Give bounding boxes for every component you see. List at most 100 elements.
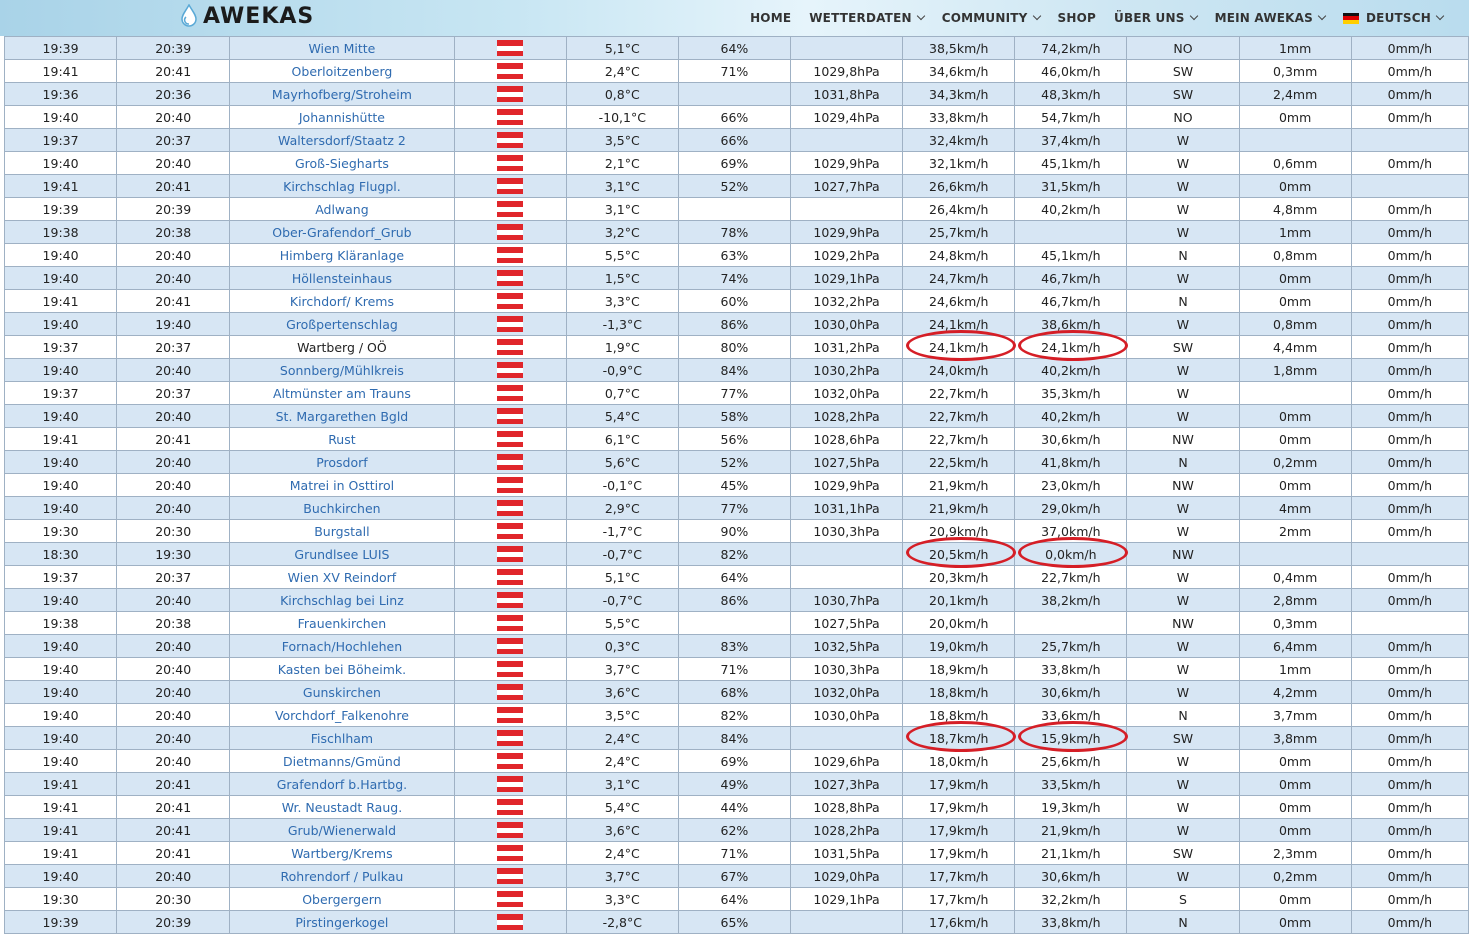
rain-rate: 0mm/h xyxy=(1350,887,1469,911)
station-link[interactable]: Kasten bei Böheimk. xyxy=(229,657,455,681)
pressure: 1029,6hPa xyxy=(789,749,904,773)
station-link[interactable]: Sonnberg/Mühlkreis xyxy=(229,358,455,382)
austria-flag-icon xyxy=(453,611,567,635)
nav-community[interactable]: COMMUNITY xyxy=(942,11,1041,25)
station-link[interactable]: Buchkirchen xyxy=(229,496,455,520)
nav-deutsch[interactable]: DEUTSCH xyxy=(1343,11,1445,25)
nav-shop[interactable]: SHOP xyxy=(1058,11,1096,25)
pressure xyxy=(789,726,904,750)
precipitation: 0mm xyxy=(1238,887,1352,911)
station-link[interactable]: Gunskirchen xyxy=(229,680,455,704)
temperature: 3,1°C xyxy=(565,197,679,221)
rain-rate xyxy=(1350,542,1469,566)
nav-label: DEUTSCH xyxy=(1366,11,1431,25)
precipitation: 0mm xyxy=(1238,105,1352,129)
temperature: 3,3°C xyxy=(565,289,679,313)
wind-speed: 20,9km/h xyxy=(902,519,1016,543)
time-cet: 20:40 xyxy=(116,358,231,382)
station-link[interactable]: Kirchdorf/ Krems xyxy=(229,289,455,313)
station-link[interactable]: Grundlsee LUIS xyxy=(229,542,455,566)
temperature: 0,7°C xyxy=(565,381,679,405)
austria-flag-icon xyxy=(497,408,524,425)
pressure: 1030,3hPa xyxy=(789,519,904,543)
station-link[interactable]: Kirchschlag bei Linz xyxy=(229,588,455,612)
nav-wetterdaten[interactable]: WETTERDATEN xyxy=(809,11,925,25)
table-row: 19:39 20:39 Pirstingerkogel -2,8°C 65% 17,6km… xyxy=(3,910,1469,934)
station-link[interactable]: St. Margarethen Bgld xyxy=(229,404,455,428)
time-cet: 20:38 xyxy=(116,611,231,635)
austria-flag-icon xyxy=(497,132,524,149)
humidity: 78% xyxy=(677,220,792,244)
wind-speed: 24,1km/h xyxy=(902,335,1016,359)
austria-flag-icon xyxy=(453,36,567,60)
pressure: 1032,5hPa xyxy=(789,634,904,658)
station-link[interactable]: Obergergern xyxy=(229,887,455,911)
wind-gust: 48,3km/h xyxy=(1014,82,1128,106)
wind-gust: 32,2km/h xyxy=(1014,887,1128,911)
rain-rate xyxy=(1350,174,1469,198)
station-link[interactable]: Johannishütte xyxy=(229,105,455,129)
austria-flag-icon xyxy=(497,454,524,471)
austria-flag-icon xyxy=(497,316,524,333)
station-link[interactable]: Altmünster am Trauns xyxy=(229,381,455,405)
rain-rate: 0mm/h xyxy=(1350,496,1469,520)
temperature: 1,5°C xyxy=(565,266,679,290)
station-link[interactable]: Adlwang xyxy=(229,197,455,221)
austria-flag-icon xyxy=(453,841,567,865)
station-link[interactable]: Wien XV Reindorf xyxy=(229,565,455,589)
wind-gust: 35,3km/h xyxy=(1014,381,1128,405)
precipitation: 0mm xyxy=(1238,795,1352,819)
awekas-logo[interactable]: AWEKAS xyxy=(178,3,314,29)
austria-flag-icon xyxy=(497,914,524,931)
wind-speed: 24,8km/h xyxy=(902,243,1016,267)
station-link[interactable]: Kirchschlag Flugpl. xyxy=(229,174,455,198)
table-row: 19:38 20:38 Frauenkirchen 5,5°C 1027,5hPa 20,… xyxy=(3,611,1469,635)
station-link[interactable]: Fornach/Hochlehen xyxy=(229,634,455,658)
station-link[interactable]: Wartberg/Krems xyxy=(229,841,455,865)
station-link[interactable]: Rohrendorf / Pulkau xyxy=(229,864,455,888)
station-link[interactable]: Groß-Siegharts xyxy=(229,151,455,175)
pressure: 1030,0hPa xyxy=(789,312,904,336)
precipitation: 1mm xyxy=(1238,657,1352,681)
station-link[interactable]: Wr. Neustadt Raug. xyxy=(229,795,455,819)
wind-gust: 33,6km/h xyxy=(1014,703,1128,727)
wind-gust: 74,2km/h xyxy=(1014,36,1128,60)
station-link[interactable]: Oberloitzenberg xyxy=(229,59,455,83)
temperature: -0,1°C xyxy=(565,473,679,497)
station-link[interactable]: Großpertenschlag xyxy=(229,312,455,336)
station-link[interactable]: Dietmanns/Gmünd xyxy=(229,749,455,773)
station-link[interactable]: Matrei in Osttirol xyxy=(229,473,455,497)
station-link[interactable]: Waltersdorf/Staatz 2 xyxy=(229,128,455,152)
nav-über-uns[interactable]: ÜBER UNS xyxy=(1114,11,1198,25)
austria-flag-icon xyxy=(453,174,567,198)
rain-rate: 0mm/h xyxy=(1350,151,1469,175)
humidity: 80% xyxy=(677,335,792,359)
station-link[interactable]: Vorchdorf_Falkenohre xyxy=(229,703,455,727)
station-link[interactable]: Rust xyxy=(229,427,455,451)
station-link[interactable]: Burgstall xyxy=(229,519,455,543)
station-link[interactable]: Fischlham xyxy=(229,726,455,750)
rain-rate: 0mm/h xyxy=(1350,335,1469,359)
station-link[interactable]: Wien Mitte xyxy=(229,36,455,60)
station-link[interactable]: Höllensteinhaus xyxy=(229,266,455,290)
station-link[interactable]: Ober-Grafendorf_Grub xyxy=(229,220,455,244)
pressure: 1028,6hPa xyxy=(789,427,904,451)
time-local: 19:41 xyxy=(3,772,118,796)
station-link[interactable]: Mayrhofberg/Stroheim xyxy=(229,82,455,106)
nav-mein-awekas[interactable]: MEIN AWEKAS xyxy=(1215,11,1327,25)
austria-flag-icon xyxy=(453,657,567,681)
rain-rate: 0mm/h xyxy=(1350,220,1469,244)
time-cet: 20:41 xyxy=(116,59,231,83)
station-link[interactable]: Himberg Kläranlage xyxy=(229,243,455,267)
temperature: 3,1°C xyxy=(565,772,679,796)
nav-home[interactable]: HOME xyxy=(750,11,791,25)
wind-direction: NO xyxy=(1126,36,1240,60)
rain-rate: 0mm/h xyxy=(1350,772,1469,796)
humidity: 68% xyxy=(677,680,792,704)
station-link[interactable]: Pirstingerkogel xyxy=(229,910,455,934)
station-link[interactable]: Prosdorf xyxy=(229,450,455,474)
station-link[interactable]: Frauenkirchen xyxy=(229,611,455,635)
station-link[interactable]: Grub/Wienerwald xyxy=(229,818,455,842)
station-link[interactable]: Grafendorf b.Hartbg. xyxy=(229,772,455,796)
time-cet: 20:40 xyxy=(116,496,231,520)
